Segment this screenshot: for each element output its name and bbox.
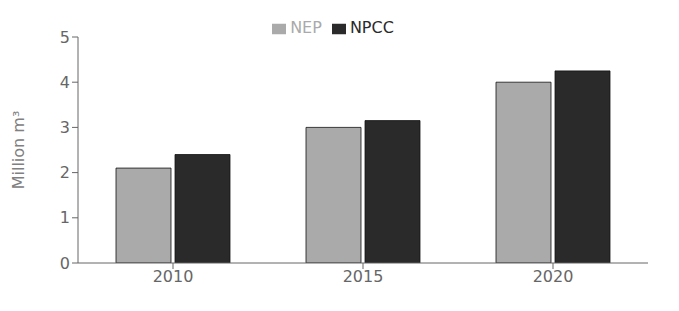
- svg-text:Million m³: Million m³: [9, 111, 28, 190]
- svg-text:3: 3: [60, 118, 70, 137]
- svg-text:5: 5: [60, 28, 70, 47]
- svg-text:2010: 2010: [153, 267, 194, 286]
- svg-text:1: 1: [60, 208, 70, 227]
- html-text:NEP: NEP: [290, 18, 322, 37]
- svg-text:2: 2: [60, 163, 70, 182]
- svg-text:0: 0: [60, 254, 70, 273]
- html-text:NPCC: NPCC: [349, 18, 394, 37]
- svg-text:2020: 2020: [533, 267, 574, 286]
- svg-text:4: 4: [60, 73, 70, 92]
- svg-text:2015: 2015: [343, 267, 384, 286]
